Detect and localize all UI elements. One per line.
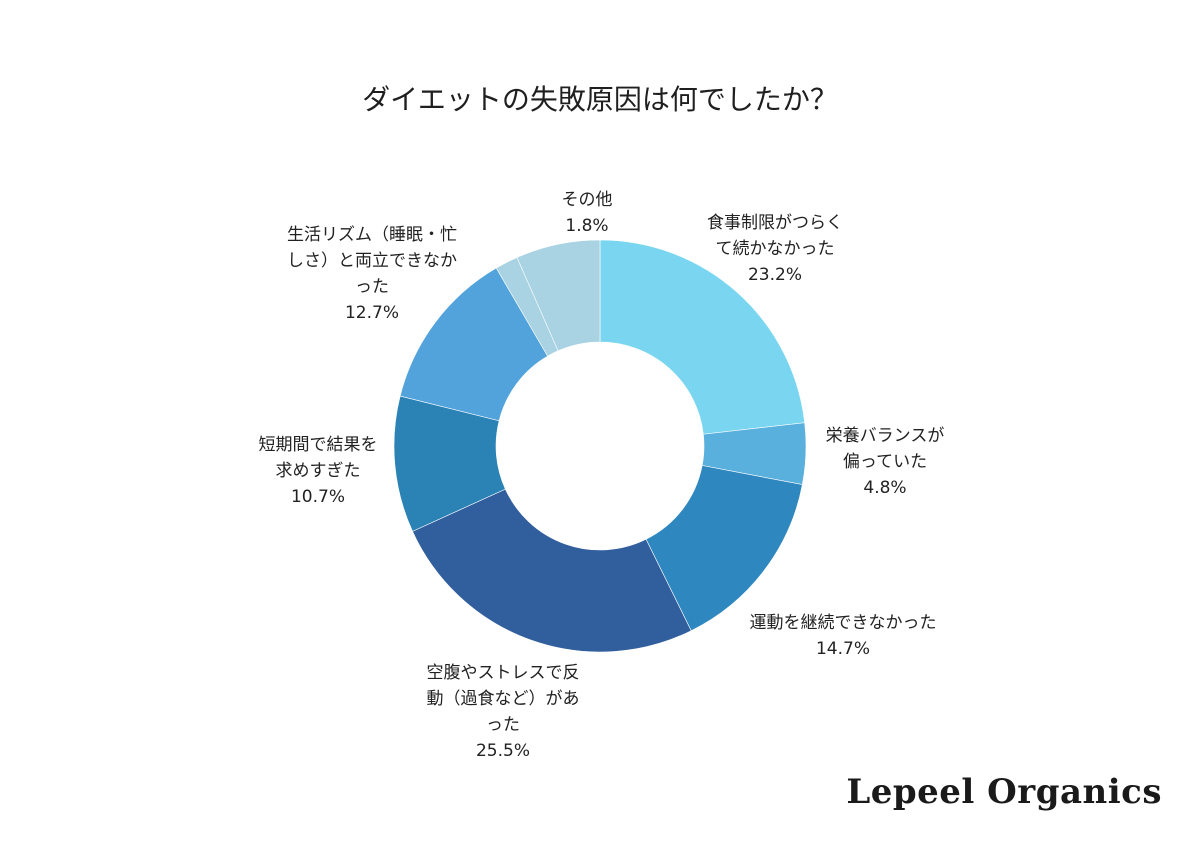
slice-label-2: 運動を継続できなかった 14.7% [750, 610, 937, 662]
donut-slice-0 [599, 239, 806, 435]
slice-value-label: 10.7% [290, 487, 345, 507]
slice-label-text: 求めすぎた [275, 461, 361, 481]
slice-label-4: 短期間で結果を 求めすぎた 10.7% [259, 432, 378, 510]
brand-logo: Lepeel Organics [846, 772, 1162, 812]
slice-label-5: 生活リズム（睡眠・忙 しさ）と両立できなか った 12.7% [287, 222, 457, 326]
slice-label-text: 運動を継続できなかった [749, 613, 937, 633]
slice-label-1: 栄養バランスが 偏っていた 4.8% [826, 423, 945, 501]
slice-value-label: 25.5% [475, 741, 530, 761]
slice-label-text: しさ）と両立できなか [287, 251, 457, 271]
slice-value-label: 1.8% [565, 216, 609, 236]
slice-label-text: その他 [561, 190, 613, 210]
donut-slice-3 [412, 488, 692, 653]
chart-title: ダイエットの失敗原因は何でしたか？ [362, 83, 838, 116]
slice-label-0: 食事制限がつらく て続かなかった 23.2% [707, 210, 843, 288]
donut-slice-7 [516, 239, 601, 352]
slice-label-text: 生活リズム（睡眠・忙 [287, 225, 457, 245]
slice-label-3: 空腹やストレスで反 動（過食など）があ った 25.5% [427, 660, 580, 764]
slice-label-text: った [355, 277, 389, 297]
slice-value-label: 12.7% [344, 303, 399, 323]
slice-label-text: 動（過食など）があ [426, 689, 580, 709]
slice-label-text: 栄養バランスが [825, 426, 945, 446]
slice-label-text: 偏っていた [842, 452, 928, 472]
slice-label-text: て続かなかった [715, 239, 835, 259]
slice-label-text: った [486, 715, 520, 735]
slice-value-label: 14.7% [815, 639, 870, 659]
slice-label-6: その他 1.8% [562, 187, 613, 239]
slice-value-label: 23.2% [747, 265, 802, 285]
slice-label-text: 短期間で結果を [258, 435, 378, 455]
slice-value-label: 4.8% [863, 478, 907, 498]
slice-label-text: 空腹やストレスで反 [426, 663, 580, 683]
slice-label-text: 食事制限がつらく [707, 213, 843, 233]
